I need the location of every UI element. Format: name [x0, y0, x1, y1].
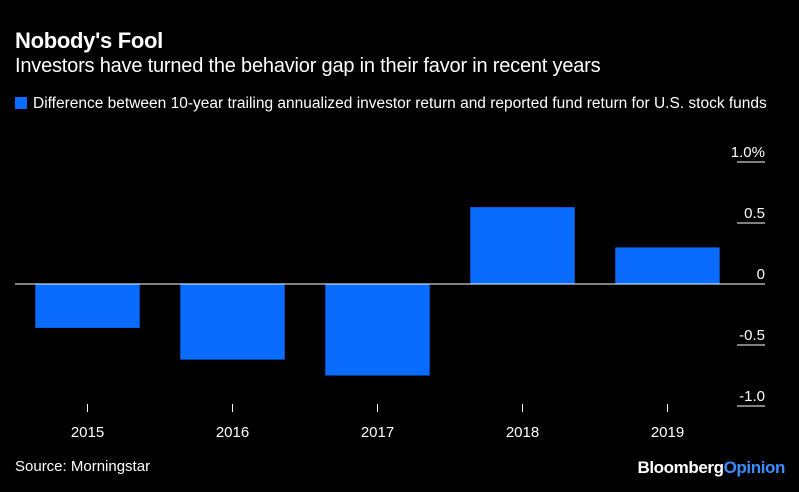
bar-2018 [470, 207, 575, 284]
y-tick-label: -0.5 [739, 327, 765, 344]
legend-swatch [15, 97, 27, 109]
source-note: Source: Morningstar [15, 458, 151, 475]
chart-title: Nobody's Fool [15, 28, 163, 53]
x-tick-label: 2015 [71, 424, 104, 441]
legend-label: Difference between 10-year trailing annu… [33, 95, 767, 112]
brand-accent: Opinion [723, 458, 786, 477]
legend: Difference between 10-year trailing annu… [15, 94, 775, 114]
y-tick-label: 0.5 [744, 205, 765, 222]
y-tick-label: 1.0% [731, 144, 765, 161]
chart-subtitle: Investors have turned the behavior gap i… [15, 55, 601, 77]
x-tick-label: 2016 [216, 424, 249, 441]
x-tick-label: 2018 [506, 424, 539, 441]
y-tick-label: -1.0 [739, 388, 765, 405]
y-tick-label: 0 [757, 266, 765, 283]
brand-main: Bloomberg [637, 458, 724, 477]
bar-2015 [35, 284, 140, 328]
bar-2016 [180, 284, 285, 360]
x-tick-label: 2019 [651, 424, 684, 441]
bar-2019 [615, 247, 720, 284]
bar-2017 [325, 284, 430, 376]
x-tick-label: 2017 [361, 424, 394, 441]
brand-logo: BloombergOpinion [637, 458, 785, 478]
